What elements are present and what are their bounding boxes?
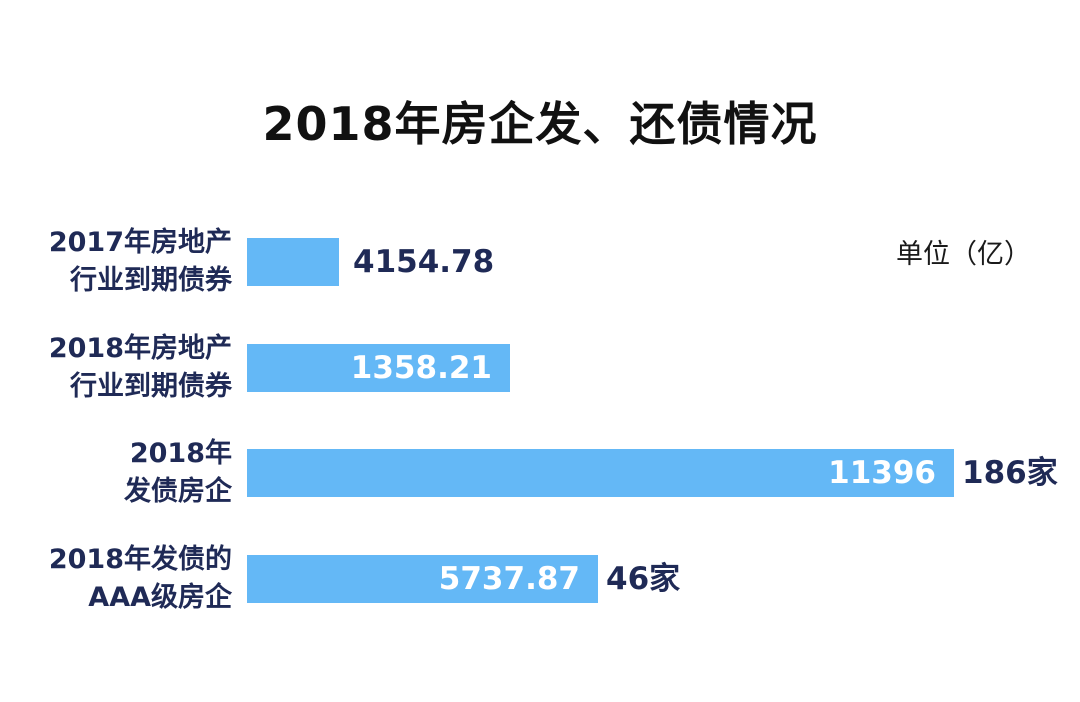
category-label: 2018年发债的 AAA级房企 — [0, 541, 232, 617]
unit-label: 单位（亿） — [896, 239, 1031, 270]
bar — [247, 449, 954, 497]
count-label: 186家 — [962, 455, 1058, 491]
category-label: 2018年发债房企 — [0, 435, 232, 511]
category-label-line: 2018年房地产 — [48, 333, 232, 364]
count-label: 46家 — [606, 561, 681, 597]
category-label-line: 行业到期债券 — [70, 265, 232, 296]
bar — [247, 344, 510, 392]
category-label-line: 发债房企 — [124, 476, 232, 507]
bar — [247, 238, 339, 286]
category-label-line: 2018年发债的 — [48, 544, 232, 575]
bar — [247, 555, 598, 603]
data-label: 4154.78 — [353, 244, 495, 280]
category-label-line: 行业到期债券 — [70, 371, 232, 402]
category-label-line: AAA级房企 — [88, 582, 232, 613]
category-label: 2017年房地产行业到期债券 — [0, 224, 232, 300]
chart-title: 2018年房企发、还债情况 — [262, 97, 818, 151]
category-label-line: 2018年 — [129, 438, 232, 469]
category-label: 2018年房地产行业到期债券 — [0, 330, 232, 406]
data-label: 11396 — [828, 455, 936, 491]
category-label-line: 2017年房地产 — [48, 227, 232, 258]
data-label: 1358.21 — [350, 350, 492, 386]
data-label: 5737.87 — [438, 561, 580, 597]
